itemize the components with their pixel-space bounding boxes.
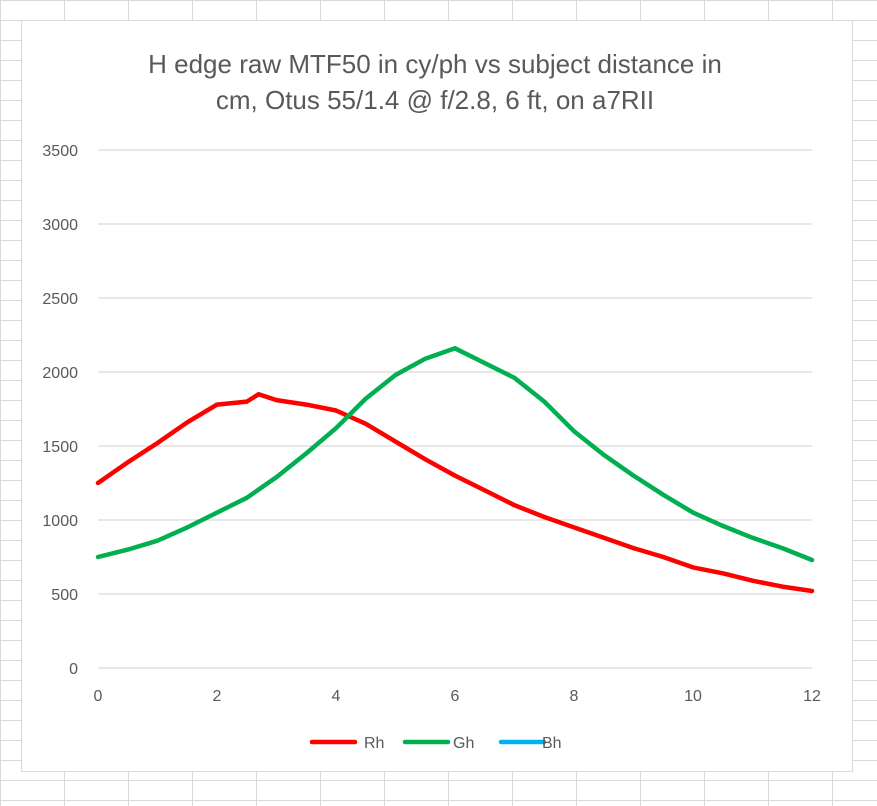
chart-svg: H edge raw MTF50 in cy/ph vs subject dis… (42, 49, 821, 752)
series-line-rh (95, 391, 815, 594)
legend: Rh Gh Bh (309, 735, 562, 752)
y-tick-label: 3000 (42, 217, 78, 234)
x-tick-label: 6 (451, 688, 460, 705)
x-tick-label: 10 (684, 688, 702, 705)
legend-label-bh: Bh (542, 735, 562, 752)
y-tick-label: 2000 (42, 365, 78, 382)
y-tick-label: 3500 (42, 143, 78, 160)
x-tick-label: 8 (570, 688, 579, 705)
y-tick-label: 2500 (42, 291, 78, 308)
chart-title-line-2: cm, Otus 55/1.4 @ f/2.8, 6 ft, on a7RII (216, 85, 654, 115)
y-tick-label: 1000 (42, 513, 78, 530)
y-axis-ticks: 0 500 1000 1500 2000 2500 3000 3500 (42, 143, 78, 678)
x-tick-label: 4 (332, 688, 341, 705)
legend-label-rh: Rh (364, 735, 384, 752)
gridlines (98, 149, 812, 669)
x-tick-label: 0 (94, 688, 103, 705)
y-tick-label: 0 (69, 661, 78, 678)
x-axis-ticks: 0 2 4 6 8 10 12 (94, 688, 821, 705)
chart-title-line-1: H edge raw MTF50 in cy/ph vs subject dis… (148, 49, 722, 79)
y-tick-label: 1500 (42, 439, 78, 456)
chart-area: H edge raw MTF50 in cy/ph vs subject dis… (21, 20, 853, 772)
x-tick-label: 2 (213, 688, 222, 705)
legend-label-gh: Gh (453, 735, 474, 752)
x-tick-label: 12 (803, 688, 821, 705)
series-lines (95, 346, 815, 594)
series-line-gh (95, 346, 815, 563)
y-tick-label: 500 (51, 587, 78, 604)
